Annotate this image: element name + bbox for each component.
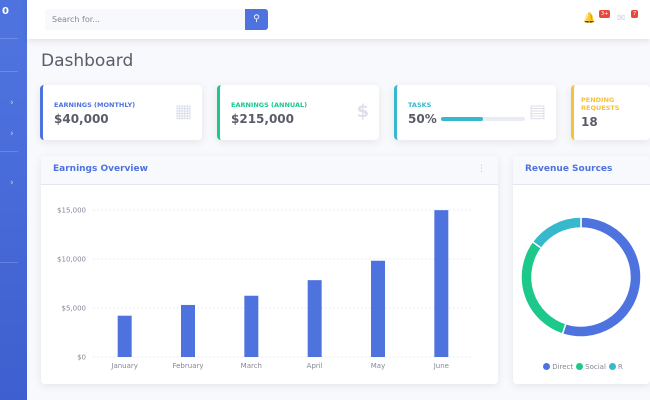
y-tick-label: $15,000 <box>57 207 86 215</box>
clipboard-icon: ▤ <box>528 101 546 122</box>
card-tasks: Tasks 50% ▤ <box>394 85 556 140</box>
chevron-right-icon[interactable]: › <box>10 98 14 108</box>
y-tick-label: $5,000 <box>62 305 87 313</box>
dollar-icon: $ <box>356 101 369 122</box>
topbar: Search for... ⚲ 🔔 3+ ✉ 7 <box>27 0 650 39</box>
bar <box>371 260 385 357</box>
envelope-icon[interactable]: ✉ <box>617 13 626 24</box>
sidebar: 0 › › › <box>0 0 27 400</box>
x-tick-label: February <box>172 362 203 370</box>
card-value: 50% <box>408 112 437 126</box>
card-pending-requests: Pending Requests 18 <box>571 85 650 140</box>
legend-swatch <box>608 363 616 370</box>
progress-fill <box>441 117 483 121</box>
earnings-overview-panel: Earnings Overview ⋮ $0 $5,000 $10,000 $15,0… <box>41 156 498 384</box>
donut-slice-referral <box>531 216 582 250</box>
x-tick-label: March <box>241 362 262 370</box>
card-earnings-annual: Earnings (Annual) $215,000 $ <box>217 85 379 140</box>
bar <box>307 280 322 357</box>
search-icon: ⚲ <box>253 14 260 24</box>
earnings-bar-chart: $0 $5,000 $10,000 $15,000 January February Mar… <box>57 207 473 370</box>
bar <box>181 304 195 357</box>
messages-badge: 7 <box>631 10 639 18</box>
donut-slice-social <box>520 240 567 336</box>
chevron-right-icon[interactable]: › <box>10 178 14 188</box>
x-tick-label: May <box>371 362 385 370</box>
legend-label[interactable]: R <box>617 363 623 371</box>
chart-legend: Direct Social R <box>513 363 650 371</box>
more-options-icon[interactable]: ⋮ <box>477 164 486 174</box>
x-tick-label: June <box>433 362 449 370</box>
x-tick-label: January <box>110 362 138 370</box>
legend-swatch <box>543 363 551 370</box>
search-button[interactable]: ⚲ <box>245 9 268 30</box>
divider <box>0 71 18 72</box>
card-label: Pending Requests <box>581 96 620 112</box>
tasks-progress-bar <box>441 117 525 121</box>
alerts-badge: 3+ <box>599 10 611 18</box>
card-value: $40,000 <box>54 112 109 126</box>
card-label: Earnings (Annual) <box>231 101 308 109</box>
revenue-donut-chart <box>520 216 642 338</box>
divider <box>0 262 18 263</box>
bar <box>434 210 449 357</box>
legend-label[interactable]: Direct <box>552 363 574 371</box>
y-tick-label: $0 <box>77 354 86 362</box>
bar <box>117 315 132 357</box>
bell-icon[interactable]: 🔔 <box>583 13 596 24</box>
donut-slice-direct <box>561 216 642 338</box>
card-label: Tasks <box>408 101 432 109</box>
revenue-sources-panel: Revenue Sources Direct Social R <box>513 156 650 384</box>
chevron-right-icon[interactable]: › <box>10 129 14 139</box>
search-input[interactable]: Search for... <box>45 9 245 30</box>
card-earnings-monthly: Earnings (Monthly) $40,000 ▦ <box>40 85 202 140</box>
panel-title: Earnings Overview <box>41 156 498 185</box>
panel-title: Revenue Sources <box>513 156 650 185</box>
divider <box>0 151 18 152</box>
page-title: Dashboard <box>41 51 134 71</box>
legend-label[interactable]: Social <box>585 363 606 371</box>
calendar-icon: ▦ <box>174 101 192 122</box>
y-tick-label: $10,000 <box>57 256 86 264</box>
legend-swatch <box>576 363 584 370</box>
bar <box>244 295 259 357</box>
sidebar-brand[interactable]: 0 <box>2 6 9 17</box>
x-tick-label: April <box>307 362 323 370</box>
card-value: $215,000 <box>231 112 295 126</box>
card-label: Earnings (Monthly) <box>54 101 136 109</box>
card-value: 18 <box>581 115 598 129</box>
divider <box>0 38 18 39</box>
